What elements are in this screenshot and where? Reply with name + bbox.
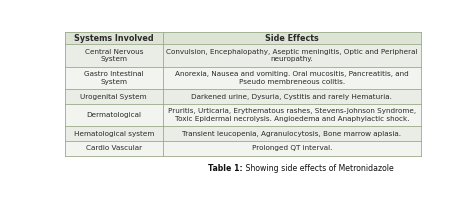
- Text: Side Effects: Side Effects: [265, 34, 319, 43]
- Bar: [163, 89, 421, 104]
- Bar: [163, 141, 421, 156]
- Bar: [65, 32, 163, 44]
- Bar: [65, 126, 163, 141]
- Bar: [65, 104, 163, 126]
- Text: Pruritis, Urticaria, Erythematous rashes, Stevens-Johnson Syndrome,
Toxic Epider: Pruritis, Urticaria, Erythematous rashes…: [168, 108, 416, 122]
- Text: Hematological system: Hematological system: [73, 131, 154, 137]
- Text: Prolonged QT interval.: Prolonged QT interval.: [252, 145, 332, 151]
- Text: Urogenital System: Urogenital System: [81, 94, 147, 100]
- Text: Gastro Intestinal
System: Gastro Intestinal System: [84, 71, 144, 85]
- Text: Cardio Vascular: Cardio Vascular: [86, 145, 142, 151]
- Bar: [65, 89, 163, 104]
- Bar: [163, 44, 421, 67]
- Text: Dermatological: Dermatological: [86, 112, 141, 118]
- Text: Table 1:: Table 1:: [208, 164, 243, 172]
- Bar: [65, 141, 163, 156]
- Bar: [163, 67, 421, 89]
- Text: Systems Involved: Systems Involved: [74, 34, 154, 43]
- Text: Showing side effects of Metronidazole: Showing side effects of Metronidazole: [243, 164, 394, 172]
- Bar: [163, 104, 421, 126]
- Text: Darkened urine, Dysuria, Cystitis and rarely Hematuria.: Darkened urine, Dysuria, Cystitis and ra…: [191, 94, 392, 100]
- Bar: [65, 44, 163, 67]
- Text: Central Nervous
System: Central Nervous System: [84, 49, 143, 62]
- Text: Convulsion, Encephalopathy, Aseptic meningitis, Optic and Peripheral
neuropathy.: Convulsion, Encephalopathy, Aseptic meni…: [166, 49, 418, 62]
- Text: Transient leucopenia, Agranulocytosis, Bone marrow aplasia.: Transient leucopenia, Agranulocytosis, B…: [182, 131, 401, 137]
- Bar: [65, 67, 163, 89]
- Bar: [163, 32, 421, 44]
- Text: Anorexia, Nausea and vomiting. Oral mucositis, Pancreatitis, and
Pseudo membrene: Anorexia, Nausea and vomiting. Oral muco…: [175, 71, 409, 85]
- Bar: [163, 126, 421, 141]
